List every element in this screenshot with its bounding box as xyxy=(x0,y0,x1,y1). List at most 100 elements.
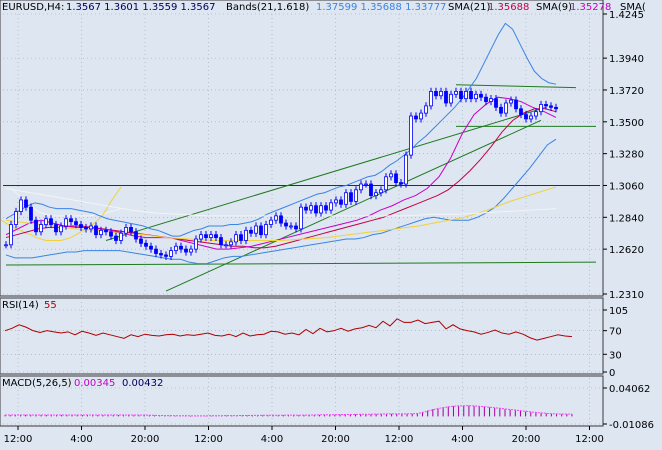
candle-body xyxy=(519,108,523,115)
candle-body xyxy=(84,227,88,230)
candle-body xyxy=(184,248,188,253)
x-tick-label: 4:00 xyxy=(70,434,92,445)
candle-body xyxy=(224,244,228,247)
candle-body xyxy=(549,105,553,108)
header-sma9-label: SMA(9) xyxy=(536,2,572,13)
candle-body xyxy=(349,192,353,202)
rsi-label: RSI(14) xyxy=(2,300,39,311)
rsi-y-tick: 0 xyxy=(609,368,615,379)
candle-body xyxy=(439,91,443,97)
candle-body xyxy=(389,173,393,178)
candle-body xyxy=(374,192,378,197)
candle-body xyxy=(134,231,138,240)
candle-body xyxy=(279,215,283,224)
candle-body xyxy=(239,234,243,241)
candle-body xyxy=(219,237,223,246)
candle-body xyxy=(399,182,403,185)
header-sma21-label: SMA(21) xyxy=(448,2,490,13)
candle-body xyxy=(464,91,468,100)
bollinger-lower-line xyxy=(5,138,557,265)
candle-body xyxy=(4,244,8,247)
trendline xyxy=(165,119,542,292)
candle-body xyxy=(544,104,548,107)
candle-body xyxy=(109,231,113,237)
candle-body xyxy=(244,229,248,241)
candle-body xyxy=(449,93,453,104)
macd-panel-frame xyxy=(0,375,604,427)
candle-body xyxy=(319,205,323,214)
candle-body xyxy=(419,112,423,120)
candle-body xyxy=(54,224,58,233)
rsi-y-tick: 105 xyxy=(609,306,628,317)
candle-body xyxy=(64,218,68,227)
x-tick-label: 12:00 xyxy=(575,434,604,445)
candle-body xyxy=(259,225,263,236)
x-tick-label: 4:00 xyxy=(261,434,283,445)
candle-body xyxy=(554,106,558,110)
candle-body xyxy=(79,224,83,228)
candle-body xyxy=(299,206,303,230)
candle-body xyxy=(34,219,38,233)
candle-body xyxy=(234,234,238,243)
candle-body xyxy=(59,225,63,233)
main-y-tick: 1.2620 xyxy=(609,245,644,256)
candle-body xyxy=(174,245,178,251)
candle-body xyxy=(159,253,163,256)
candle-body xyxy=(359,183,363,191)
header-sma21-value: 1.35688 xyxy=(488,2,529,13)
rsi-value: 55 xyxy=(44,300,57,311)
candle-body xyxy=(529,115,533,120)
candle-body xyxy=(334,199,338,204)
trendline xyxy=(5,261,597,266)
macd-series xyxy=(4,405,573,417)
candle-body xyxy=(39,224,43,233)
candle-body xyxy=(254,225,258,234)
candle-body xyxy=(309,205,313,211)
sma-yellow-line xyxy=(0,186,122,241)
main-y-tick: 1.3060 xyxy=(609,181,644,192)
candle-body xyxy=(124,227,128,234)
macd-value1: 0.00345 xyxy=(74,378,115,389)
candle-body xyxy=(379,189,383,194)
rsi-line xyxy=(4,318,573,341)
candle-body xyxy=(229,241,233,246)
candle-body xyxy=(409,115,413,156)
candle-body xyxy=(504,102,508,114)
candle-body xyxy=(94,225,98,236)
header-bands-label: Bands(21,1.618) xyxy=(226,2,309,13)
candle-body xyxy=(474,93,478,100)
main-y-tick: 1.2310 xyxy=(609,290,644,301)
main-y-tick: 1.3940 xyxy=(609,54,644,65)
overlays xyxy=(0,22,600,292)
candle-body xyxy=(484,96,488,102)
candle-body xyxy=(494,98,498,108)
candle-body xyxy=(294,225,298,230)
candle-body xyxy=(199,234,203,240)
candle-body xyxy=(9,224,13,246)
candle-body xyxy=(24,199,28,208)
candle-body xyxy=(429,91,433,107)
candle-body xyxy=(509,99,513,104)
header-bands-values: 1.37599 1.35688 1.33777 xyxy=(316,2,446,13)
candle-body xyxy=(209,234,213,238)
candle-body xyxy=(129,227,133,233)
candle-body xyxy=(119,232,123,241)
macd-y-tick: -0.01086 xyxy=(609,420,654,431)
grid-lines xyxy=(3,13,600,425)
macd-y-tick: 0.04062 xyxy=(609,384,650,395)
candle-body xyxy=(499,106,503,114)
candle-body xyxy=(404,154,408,185)
trendline xyxy=(455,84,577,89)
candle-body xyxy=(344,192,348,205)
candle-body xyxy=(459,91,463,100)
candle-body xyxy=(74,221,78,225)
x-tick-label: 4:00 xyxy=(451,434,473,445)
macd-signal-line xyxy=(5,405,573,417)
main-y-tick: 1.2840 xyxy=(609,213,644,224)
candle-body xyxy=(534,111,538,117)
candle-body xyxy=(304,206,308,211)
candle-body xyxy=(44,218,48,225)
candle-body xyxy=(164,254,168,257)
candle-body xyxy=(469,91,473,100)
